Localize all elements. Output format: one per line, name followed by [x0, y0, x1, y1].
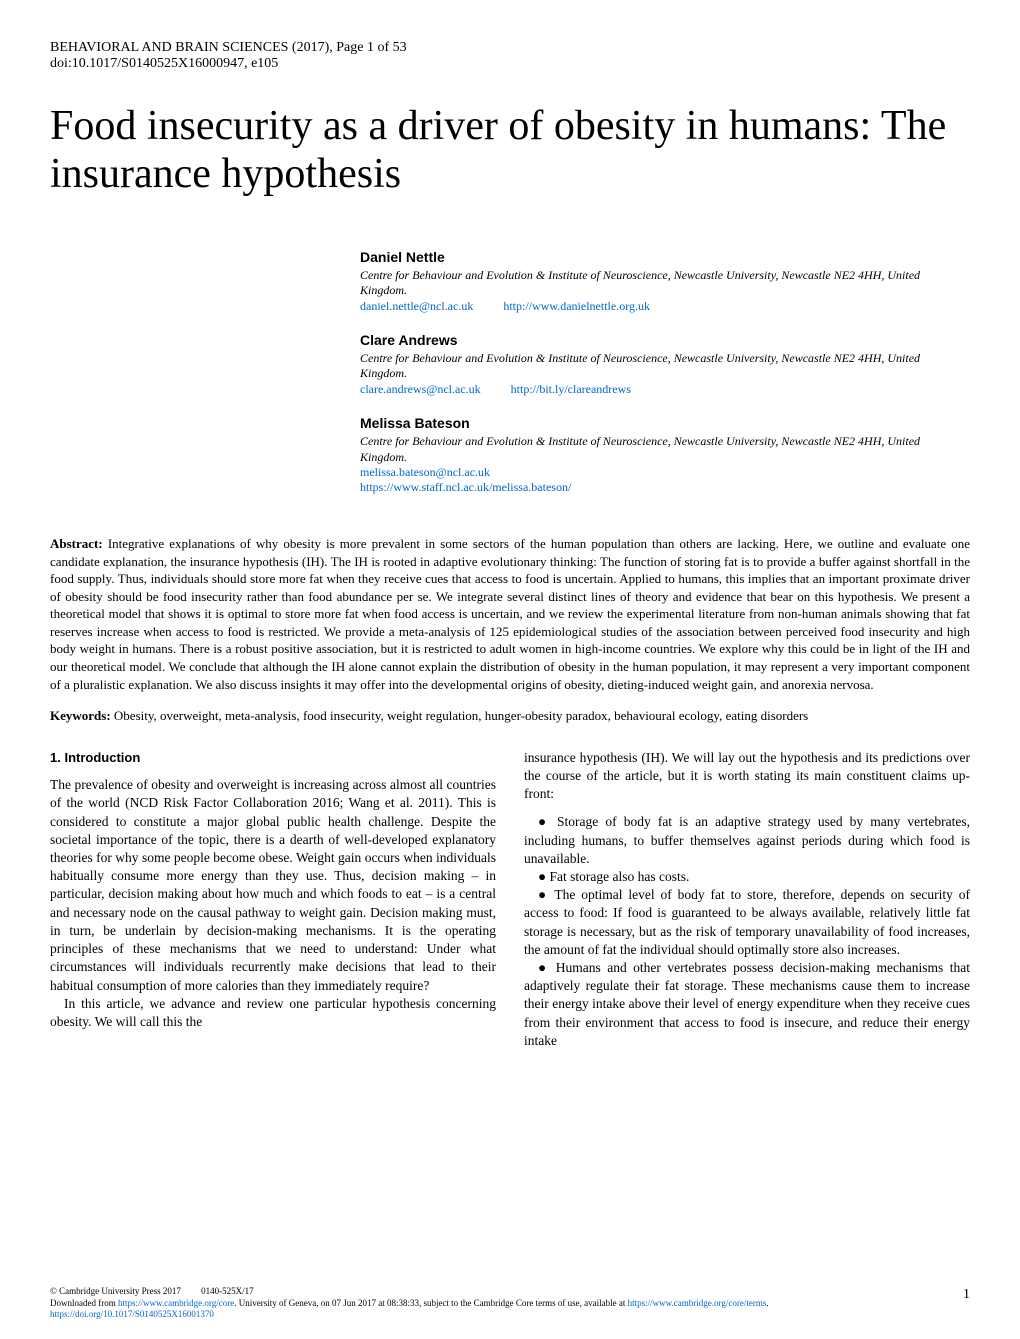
- body-columns: 1. Introduction The prevalence of obesit…: [50, 749, 970, 1051]
- terms-suffix: .: [766, 1298, 768, 1308]
- page-number: 1: [963, 1286, 970, 1304]
- keywords: Keywords: Obesity, overweight, meta-anal…: [50, 707, 970, 725]
- body-paragraph: insurance hypothesis (IH). We will lay o…: [524, 749, 970, 804]
- body-paragraph: The prevalence of obesity and overweight…: [50, 776, 496, 995]
- doi-line: doi:10.1017/S0140525X16000947, e105: [50, 56, 970, 72]
- abstract-label: Abstract:: [50, 536, 103, 551]
- column-right: insurance hypothesis (IH). We will lay o…: [524, 749, 970, 1051]
- author-url-link[interactable]: http://www.danielnettle.org.uk: [503, 299, 650, 313]
- author-links: melissa.bateson@ncl.ac.uk https://www.st…: [360, 465, 970, 495]
- keywords-label: Keywords:: [50, 708, 111, 723]
- bullet-paragraph: ● Humans and other vertebrates possess d…: [524, 959, 970, 1050]
- issn-text: 0140-525X/17: [201, 1286, 254, 1296]
- bullet-paragraph: ● Storage of body fat is an adaptive str…: [524, 813, 970, 868]
- abstract-text: Integrative explanations of why obesity …: [50, 536, 970, 691]
- journal-header: BEHAVIORAL AND BRAIN SCIENCES (2017), Pa…: [50, 40, 970, 72]
- footer-left: © Cambridge University Press 2017 0140-5…: [50, 1286, 769, 1321]
- journal-line: BEHAVIORAL AND BRAIN SCIENCES (2017), Pa…: [50, 40, 970, 56]
- article-title: Food insecurity as a driver of obesity i…: [50, 102, 970, 199]
- bullet-paragraph: ● Fat storage also has costs.: [524, 868, 970, 886]
- download-mid: . University of Geneva, on 07 Jun 2017 a…: [234, 1298, 627, 1308]
- page-footer: © Cambridge University Press 2017 0140-5…: [50, 1286, 970, 1321]
- doi-url-link[interactable]: https://doi.org/10.1017/S0140525X1600137…: [50, 1309, 214, 1319]
- copyright-text: © Cambridge University Press 2017: [50, 1286, 181, 1296]
- authors-block: Daniel Nettle Centre for Behaviour and E…: [360, 249, 970, 496]
- abstract: Abstract: Integrative explanations of wh…: [50, 535, 970, 693]
- author-affiliation: Centre for Behaviour and Evolution & Ins…: [360, 351, 970, 382]
- author-url-link[interactable]: https://www.staff.ncl.ac.uk/melissa.bate…: [360, 480, 571, 494]
- author-links: clare.andrews@ncl.ac.uk http://bit.ly/cla…: [360, 382, 970, 397]
- author-affiliation: Centre for Behaviour and Evolution & Ins…: [360, 434, 970, 465]
- body-paragraph: In this article, we advance and review o…: [50, 995, 496, 1031]
- author-links: daniel.nettle@ncl.ac.uk http://www.daniel…: [360, 299, 970, 314]
- author-url-link[interactable]: http://bit.ly/clareandrews: [511, 382, 631, 396]
- author-1: Daniel Nettle Centre for Behaviour and E…: [360, 249, 970, 314]
- download-prefix: Downloaded from: [50, 1298, 118, 1308]
- author-email-link[interactable]: daniel.nettle@ncl.ac.uk: [360, 299, 473, 313]
- bullet-paragraph: ● The optimal level of body fat to store…: [524, 886, 970, 959]
- author-name: Melissa Bateson: [360, 415, 970, 431]
- terms-url-link[interactable]: https://www.cambridge.org/core/terms: [628, 1298, 767, 1308]
- keywords-text: Obesity, overweight, meta-analysis, food…: [114, 708, 808, 723]
- author-email-link[interactable]: melissa.bateson@ncl.ac.uk: [360, 465, 490, 479]
- author-2: Clare Andrews Centre for Behaviour and E…: [360, 332, 970, 397]
- author-name: Clare Andrews: [360, 332, 970, 348]
- author-name: Daniel Nettle: [360, 249, 970, 265]
- author-affiliation: Centre for Behaviour and Evolution & Ins…: [360, 268, 970, 299]
- download-url-link[interactable]: https://www.cambridge.org/core: [118, 1298, 234, 1308]
- author-3: Melissa Bateson Centre for Behaviour and…: [360, 415, 970, 495]
- column-left: 1. Introduction The prevalence of obesit…: [50, 749, 496, 1051]
- section-heading: 1. Introduction: [50, 749, 496, 767]
- author-email-link[interactable]: clare.andrews@ncl.ac.uk: [360, 382, 481, 396]
